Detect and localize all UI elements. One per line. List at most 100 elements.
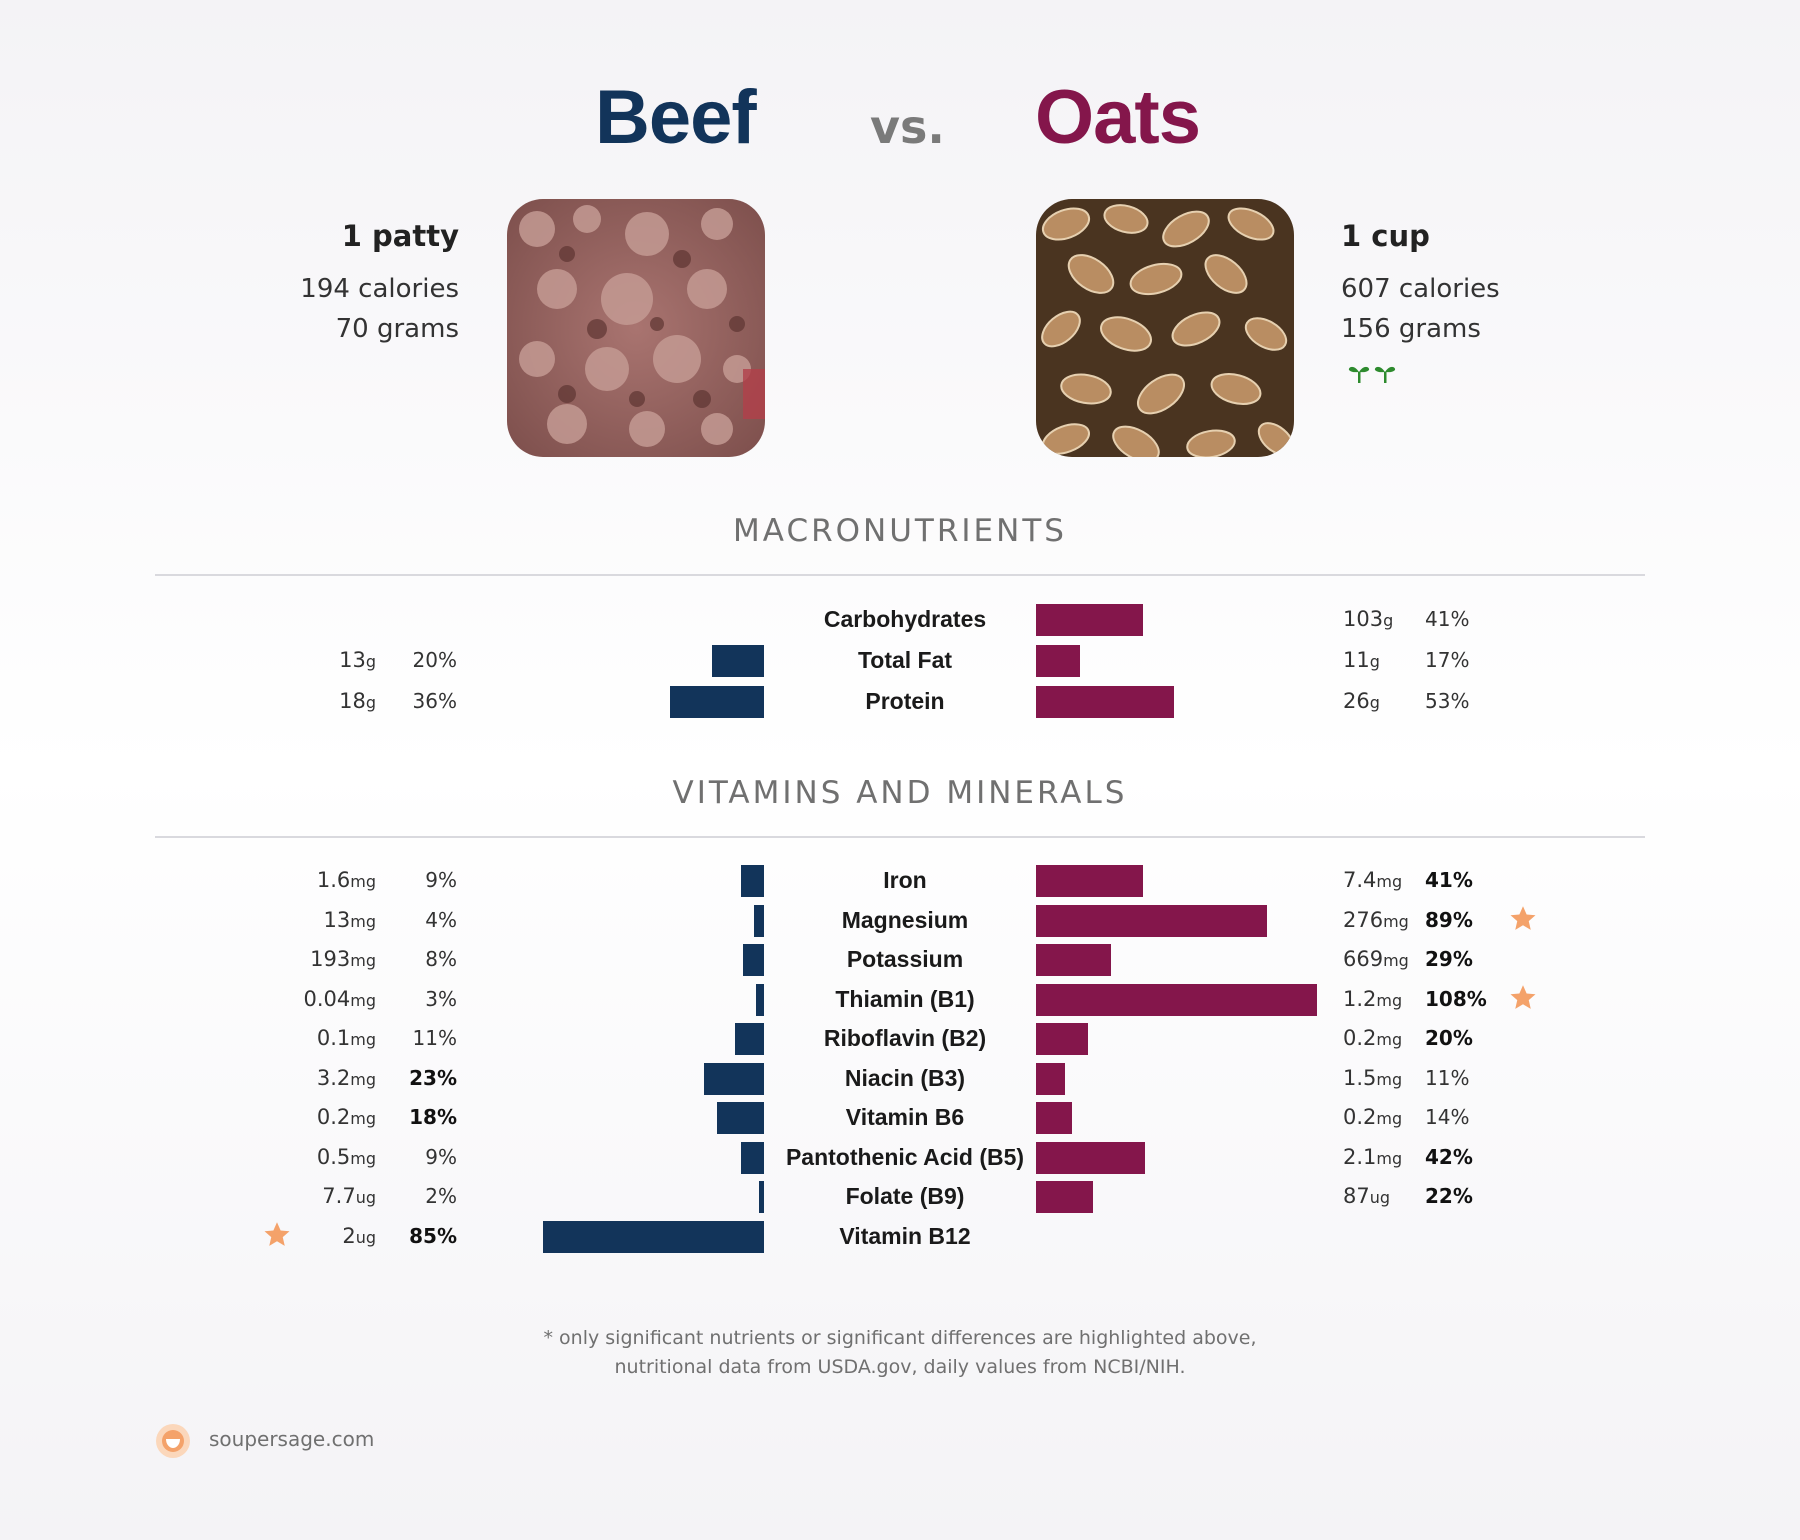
beef-amount-number: 3.2 — [316, 1065, 351, 1090]
beef-amount: 3.2mg — [317, 1066, 376, 1090]
beef-percent: 2% — [425, 1184, 457, 1208]
oats-bar — [1036, 604, 1143, 636]
beef-bar — [704, 1062, 764, 1095]
beef-amount-unit: ug — [355, 1188, 376, 1207]
oats-amount-unit: g — [1369, 693, 1380, 712]
oats-amount-unit: ug — [1369, 1188, 1391, 1207]
star-icon — [1508, 983, 1538, 1013]
nutrient-label: Total Fat — [857, 647, 953, 673]
oats-bar — [1036, 1141, 1146, 1174]
oats-amount-unit: g — [1383, 611, 1394, 630]
beef-amount: 7.7ug — [322, 1184, 376, 1208]
nutrient-label: Riboflavin (B2) — [823, 1025, 987, 1051]
beef-amount-number: 18 — [339, 689, 366, 713]
oats-amount-unit: mg — [1376, 1109, 1403, 1128]
nutrient-label: Thiamin (B1) — [835, 985, 975, 1012]
beef-bar — [753, 904, 764, 937]
nutrient-label: Potassium — [846, 946, 964, 972]
oats-bar — [1036, 1181, 1094, 1213]
beef-amount-unit: g — [365, 652, 376, 671]
oats-amount: 669mg — [1343, 947, 1409, 971]
nutrient-label: Carbohydrates — [823, 606, 987, 632]
vs-label: vs. — [870, 100, 945, 154]
oats-amount-unit: mg — [1376, 1069, 1403, 1089]
beef-amount: 0.1mg — [317, 1026, 376, 1050]
beef-photo — [507, 199, 765, 457]
macronutrients-divider — [155, 574, 1645, 576]
beef-amount-number: 7.7 — [322, 1184, 356, 1208]
beef-bar — [670, 686, 764, 718]
beef-amount-unit: mg — [350, 990, 376, 1010]
beef-amount-unit: mg — [350, 1030, 376, 1049]
oats-percent: 42% — [1425, 1144, 1473, 1169]
beef-amount-number: 0.1 — [316, 1026, 351, 1050]
right-serving: 1 cup — [1341, 219, 1430, 253]
oats-amount: 1.5mg — [1343, 1066, 1402, 1090]
oats-amount-number: 7.4 — [1343, 868, 1377, 892]
oats-percent: 41% — [1425, 607, 1470, 631]
beef-percent: 9% — [425, 868, 457, 892]
oats-amount-number: 669 — [1343, 947, 1384, 971]
beef-amount-number: 0.5 — [316, 1144, 351, 1169]
beef-amount-unit: mg — [350, 872, 376, 891]
beef-bar — [740, 865, 764, 897]
nutrient-label: Magnesium — [841, 906, 969, 933]
beef-amount-unit: mg — [350, 1109, 376, 1128]
oats-amount-unit: mg — [1383, 951, 1409, 970]
beef-bar — [743, 944, 764, 976]
oats-amount-number: 87 — [1343, 1184, 1370, 1208]
beef-amount: 18g — [339, 689, 376, 713]
beef-amount-unit: mg — [350, 951, 376, 970]
beef-amount-number: 1.6 — [316, 868, 351, 892]
beef-percent: 9% — [425, 1144, 457, 1169]
oats-bar — [1036, 686, 1174, 718]
oats-percent: 22% — [1425, 1184, 1473, 1208]
vitamins-divider — [155, 836, 1645, 838]
oats-percent: 41% — [1425, 868, 1473, 892]
nutrient-label: Vitamin B6 — [845, 1104, 965, 1130]
beef-bar — [740, 1141, 764, 1174]
beef-percent: 23% — [409, 1065, 457, 1090]
beef-percent: 36% — [412, 689, 457, 713]
beef-amount-unit: mg — [350, 911, 376, 931]
macronutrients-heading: MACRONUTRIENTS — [733, 513, 1067, 549]
oats-bar — [1036, 944, 1112, 976]
oats-amount: 0.2mg — [1343, 1105, 1402, 1129]
beef-bar — [712, 645, 764, 677]
oats-percent: 17% — [1425, 648, 1470, 672]
beef-amount-number: 13 — [323, 907, 351, 932]
beef-amount-unit: g — [365, 693, 376, 712]
beef-bar — [543, 1220, 764, 1253]
oats-bar — [1036, 983, 1317, 1016]
oats-bar — [1036, 645, 1081, 677]
oats-amount-unit: mg — [1376, 1148, 1403, 1168]
beef-bar — [735, 1023, 764, 1055]
oats-amount: 0.2mg — [1343, 1026, 1402, 1050]
oats-amount-number: 1.2 — [1343, 986, 1377, 1011]
oats-percent: 29% — [1425, 947, 1473, 971]
nutrient-label: Pantothenic Acid (B5) — [785, 1143, 1025, 1170]
beef-bar — [717, 1102, 764, 1134]
beef-percent: 85% — [409, 1223, 457, 1248]
oats-percent: 89% — [1425, 907, 1473, 932]
beef-amount-number: 2 — [342, 1223, 356, 1248]
beef-amount: 0.2mg — [317, 1105, 376, 1129]
beef-percent: 4% — [425, 907, 457, 932]
oats-amount-number: 2.1 — [1343, 1144, 1377, 1169]
beef-percent: 18% — [409, 1105, 457, 1129]
oats-bar — [1036, 1102, 1073, 1134]
nutrient-label: Folate (B9) — [845, 1183, 965, 1209]
beef-amount: 1.6mg — [317, 868, 376, 892]
beef-amount: 0.5mg — [317, 1145, 376, 1169]
beef-amount-number: 13 — [339, 648, 366, 672]
site-link[interactable]: soupersage.com — [209, 1427, 375, 1451]
beef-percent: 3% — [425, 986, 457, 1011]
nutrient-label: Niacin (B3) — [844, 1064, 966, 1091]
star-icon — [262, 1220, 292, 1250]
oats-amount: 87ug — [1343, 1184, 1390, 1208]
nutrient-label: Vitamin B12 — [839, 1222, 971, 1249]
star-icon — [1508, 904, 1538, 934]
oats-amount-number: 0.2 — [1343, 1026, 1377, 1050]
oats-amount: 7.4mg — [1343, 868, 1402, 892]
beef-percent: 11% — [412, 1026, 457, 1050]
